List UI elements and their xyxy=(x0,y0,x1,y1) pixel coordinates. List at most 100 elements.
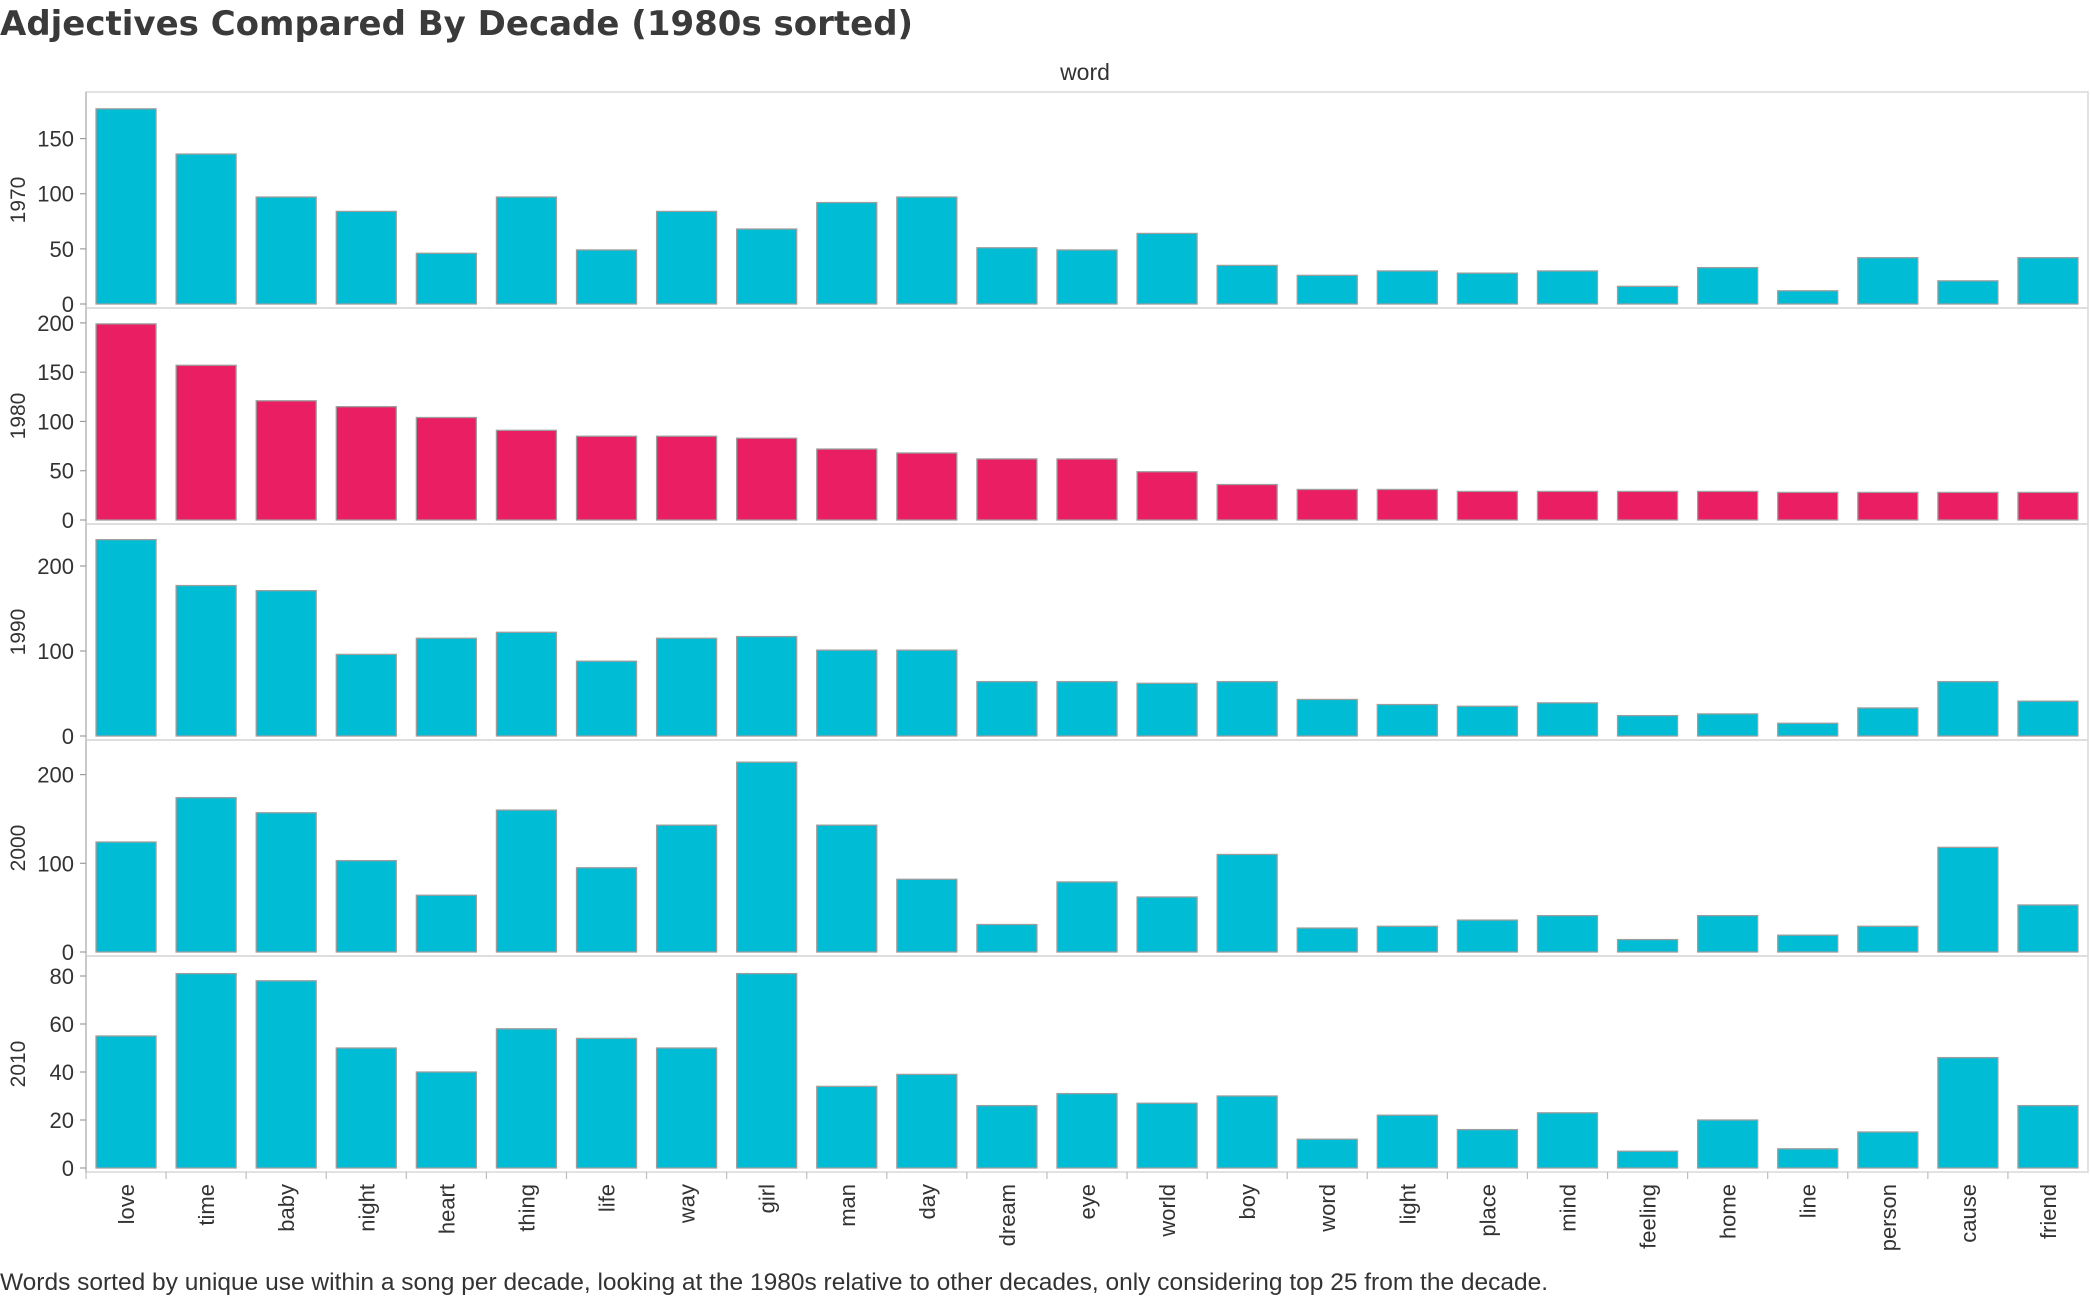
bar-1980-girl xyxy=(736,437,798,521)
y-tick-label: 150 xyxy=(37,127,74,152)
bar-1970-cause xyxy=(1937,280,1999,305)
bar-1970-home xyxy=(1696,266,1759,305)
x-tick-label: heart xyxy=(434,1184,459,1234)
bar-2010-life xyxy=(575,1037,638,1169)
y-tick-label: 20 xyxy=(50,1108,74,1133)
x-tick-label: way xyxy=(675,1184,700,1224)
row-label-1990: 1990 xyxy=(7,609,30,656)
x-tick-label: word xyxy=(1315,1184,1340,1233)
x-tick-label: time xyxy=(194,1184,219,1226)
bar-2000-day xyxy=(896,878,958,953)
y-tick-label: 0 xyxy=(62,292,74,317)
bar-1970-time xyxy=(175,153,237,305)
bar-2010-heart xyxy=(415,1071,478,1169)
chart-title: Adjectives Compared By Decade (1980s sor… xyxy=(0,4,913,44)
bar-1990-word xyxy=(1296,698,1358,737)
bar-1980-life xyxy=(575,435,638,521)
bar-1970-way xyxy=(655,210,718,305)
bar-2000-man xyxy=(816,824,878,953)
bar-2010-line xyxy=(1777,1148,1839,1169)
bar-1980-night xyxy=(335,406,397,521)
bar-2000-dream xyxy=(976,923,1038,953)
bar-2010-feeling xyxy=(1616,1150,1679,1169)
y-tick-label: 100 xyxy=(37,851,74,876)
y-tick-label: 50 xyxy=(50,237,74,262)
bar-1970-baby xyxy=(255,196,317,305)
bar-2000-eye xyxy=(1056,881,1118,953)
y-tick-label: 200 xyxy=(37,554,74,579)
bar-2010-home xyxy=(1696,1119,1759,1169)
bar-1970-girl xyxy=(736,228,798,305)
bar-2010-girl xyxy=(736,972,798,1169)
x-tick-label: light xyxy=(1395,1184,1420,1224)
y-tick-label: 150 xyxy=(37,360,74,385)
bar-1990-feeling xyxy=(1616,714,1679,737)
bar-1980-mind xyxy=(1536,490,1599,521)
bar-1980-line xyxy=(1777,491,1839,521)
bar-1990-line xyxy=(1777,722,1839,737)
y-tick-label: 100 xyxy=(37,182,74,207)
bar-1980-light xyxy=(1376,488,1438,521)
bar-1980-love xyxy=(95,323,157,521)
bar-1970-eye xyxy=(1056,249,1118,305)
x-tick-label: cause xyxy=(1956,1184,1981,1243)
x-tick-label: dream xyxy=(995,1184,1020,1246)
bar-2000-way xyxy=(655,824,718,953)
bar-2010-time xyxy=(175,972,237,1169)
bar-2010-day xyxy=(896,1073,958,1169)
bar-1990-person xyxy=(1857,707,1919,737)
bar-2000-word xyxy=(1296,927,1358,953)
x-tick-label: line xyxy=(1796,1184,1821,1218)
bar-1980-cause xyxy=(1937,491,1999,521)
bar-2000-feeling xyxy=(1616,938,1679,953)
bar-1970-boy xyxy=(1216,264,1278,305)
bar-2000-heart xyxy=(415,894,478,953)
bar-2000-boy xyxy=(1216,853,1278,953)
bar-1970-mind xyxy=(1536,270,1599,305)
y-tick-label: 60 xyxy=(50,1012,74,1037)
bar-1990-love xyxy=(95,539,157,737)
x-tick-label: night xyxy=(354,1184,379,1232)
bar-1970-day xyxy=(896,196,958,305)
row-label-1980: 1980 xyxy=(7,393,30,440)
y-tick-label: 200 xyxy=(37,311,74,336)
y-tick-label: 80 xyxy=(50,964,74,989)
bar-2010-thing xyxy=(495,1028,558,1169)
bar-2000-time xyxy=(175,797,237,953)
bar-1990-time xyxy=(175,584,237,737)
chart-caption: Words sorted by unique use within a song… xyxy=(0,1269,1548,1296)
panel-2000: 0 100 200 2000 xyxy=(7,739,2089,965)
bar-1970-heart xyxy=(415,252,478,305)
bar-1990-world xyxy=(1136,682,1198,737)
bar-1970-dream xyxy=(976,247,1038,305)
x-tick-label: life xyxy=(595,1184,620,1212)
bar-1970-person xyxy=(1857,257,1919,305)
bar-1990-day xyxy=(896,649,958,737)
bar-1980-day xyxy=(896,452,958,521)
x-tick-label: love xyxy=(114,1184,139,1224)
bar-1990-eye xyxy=(1056,680,1118,737)
x-tick-label: world xyxy=(1155,1184,1180,1238)
y-tick-label: 40 xyxy=(50,1060,74,1085)
bar-1980-place xyxy=(1456,490,1519,521)
y-tick-label: 0 xyxy=(62,940,74,965)
bar-1990-cause xyxy=(1937,680,1999,737)
bar-2000-person xyxy=(1857,925,1919,953)
bar-1970-thing xyxy=(495,196,558,305)
panel-2010: 0 20 40 60 80 2010 xyxy=(7,955,2089,1181)
y-tick-label: 50 xyxy=(50,459,74,484)
bar-2010-man xyxy=(816,1085,878,1169)
bar-1990-heart xyxy=(415,637,478,737)
bar-1990-night xyxy=(335,653,397,737)
bar-2010-friend xyxy=(2017,1104,2079,1169)
x-tick-label: day xyxy=(915,1184,940,1219)
x-tick-label: baby xyxy=(274,1184,299,1232)
bar-2010-night xyxy=(335,1047,397,1169)
bar-1980-home xyxy=(1696,490,1759,521)
x-tick-label: home xyxy=(1716,1184,1741,1239)
x-axis: love time baby night heart thing life way girl ma… xyxy=(85,1172,2061,1251)
x-tick-label: boy xyxy=(1235,1184,1260,1219)
bar-2000-friend xyxy=(2017,904,2079,953)
bar-1990-boy xyxy=(1216,680,1278,737)
